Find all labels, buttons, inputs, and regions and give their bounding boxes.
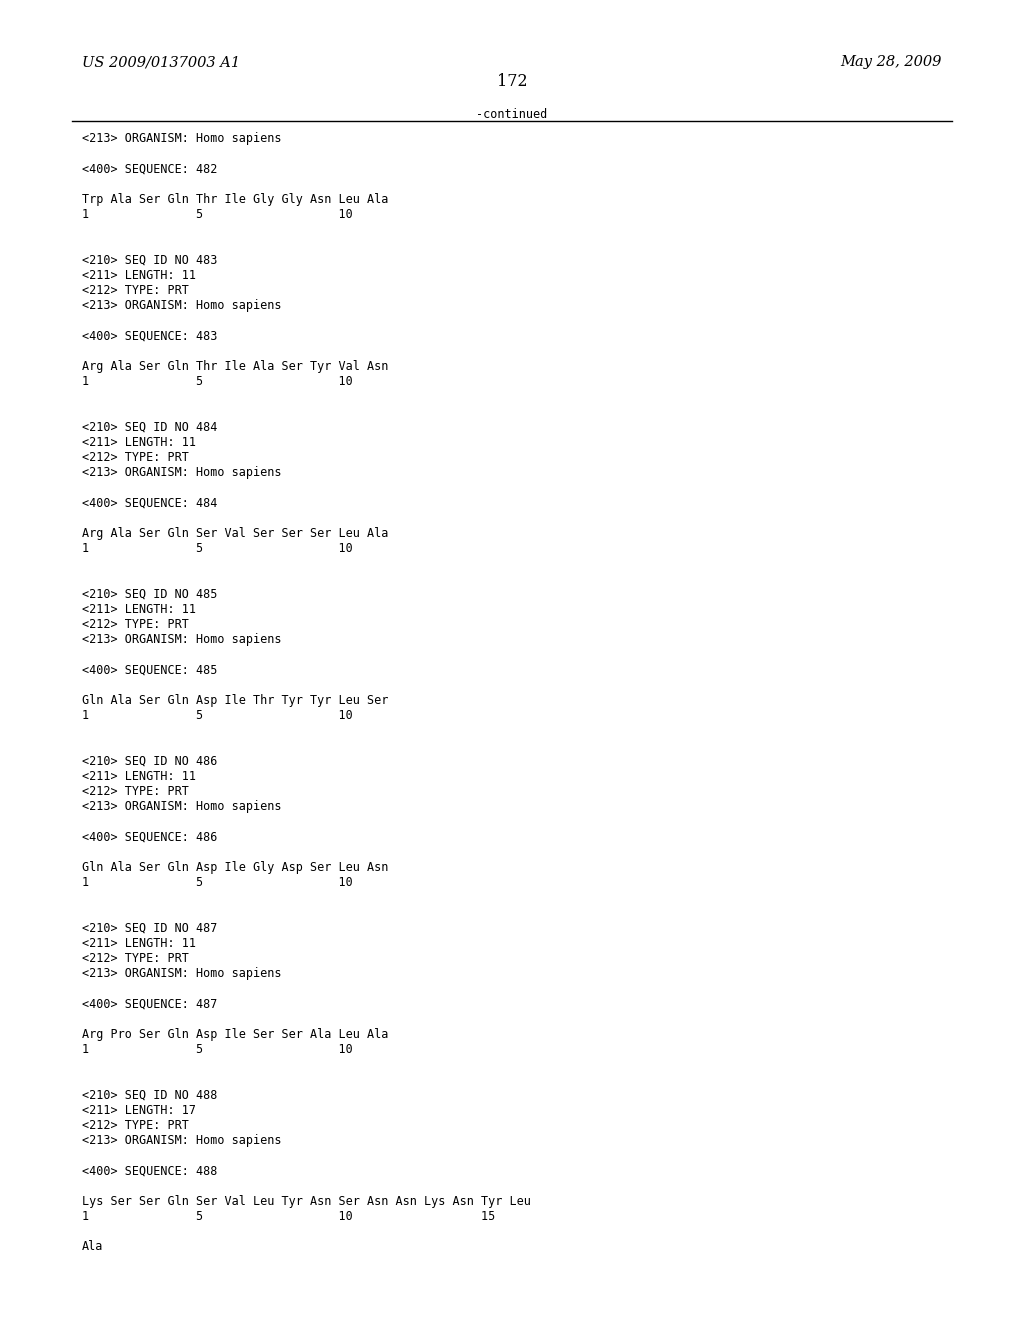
Text: 1               5                   10: 1 5 10 bbox=[82, 709, 352, 722]
Text: Arg Ala Ser Gln Thr Ile Ala Ser Tyr Val Asn: Arg Ala Ser Gln Thr Ile Ala Ser Tyr Val … bbox=[82, 359, 388, 372]
Text: <400> SEQUENCE: 486: <400> SEQUENCE: 486 bbox=[82, 830, 217, 843]
Text: 1               5                   10: 1 5 10 bbox=[82, 1043, 352, 1056]
Text: <210> SEQ ID NO 484: <210> SEQ ID NO 484 bbox=[82, 420, 217, 433]
Text: <212> TYPE: PRT: <212> TYPE: PRT bbox=[82, 450, 188, 463]
Text: 1               5                   10                  15: 1 5 10 15 bbox=[82, 1209, 496, 1222]
Text: May 28, 2009: May 28, 2009 bbox=[841, 55, 942, 70]
Text: <211> LENGTH: 17: <211> LENGTH: 17 bbox=[82, 1104, 196, 1117]
Text: US 2009/0137003 A1: US 2009/0137003 A1 bbox=[82, 55, 240, 70]
Text: <400> SEQUENCE: 487: <400> SEQUENCE: 487 bbox=[82, 998, 217, 1010]
Text: <212> TYPE: PRT: <212> TYPE: PRT bbox=[82, 952, 188, 965]
Text: <210> SEQ ID NO 485: <210> SEQ ID NO 485 bbox=[82, 587, 217, 601]
Text: <213> ORGANISM: Homo sapiens: <213> ORGANISM: Homo sapiens bbox=[82, 634, 282, 645]
Text: 1               5                   10: 1 5 10 bbox=[82, 876, 352, 888]
Text: 172: 172 bbox=[497, 73, 527, 90]
Text: <212> TYPE: PRT: <212> TYPE: PRT bbox=[82, 284, 188, 297]
Text: Gln Ala Ser Gln Asp Ile Gly Asp Ser Leu Asn: Gln Ala Ser Gln Asp Ile Gly Asp Ser Leu … bbox=[82, 861, 388, 874]
Text: <213> ORGANISM: Homo sapiens: <213> ORGANISM: Homo sapiens bbox=[82, 298, 282, 312]
Text: Lys Ser Ser Gln Ser Val Leu Tyr Asn Ser Asn Asn Lys Asn Tyr Leu: Lys Ser Ser Gln Ser Val Leu Tyr Asn Ser … bbox=[82, 1195, 530, 1208]
Text: Arg Pro Ser Gln Asp Ile Ser Ser Ala Leu Ala: Arg Pro Ser Gln Asp Ile Ser Ser Ala Leu … bbox=[82, 1027, 388, 1040]
Text: Trp Ala Ser Gln Thr Ile Gly Gly Asn Leu Ala: Trp Ala Ser Gln Thr Ile Gly Gly Asn Leu … bbox=[82, 193, 388, 206]
Text: <213> ORGANISM: Homo sapiens: <213> ORGANISM: Homo sapiens bbox=[82, 800, 282, 813]
Text: <213> ORGANISM: Homo sapiens: <213> ORGANISM: Homo sapiens bbox=[82, 132, 282, 145]
Text: -continued: -continued bbox=[476, 108, 548, 121]
Text: 1               5                   10: 1 5 10 bbox=[82, 375, 352, 388]
Text: <212> TYPE: PRT: <212> TYPE: PRT bbox=[82, 1118, 188, 1131]
Text: <211> LENGTH: 11: <211> LENGTH: 11 bbox=[82, 602, 196, 615]
Text: <211> LENGTH: 11: <211> LENGTH: 11 bbox=[82, 770, 196, 783]
Text: <210> SEQ ID NO 487: <210> SEQ ID NO 487 bbox=[82, 921, 217, 935]
Text: <210> SEQ ID NO 488: <210> SEQ ID NO 488 bbox=[82, 1088, 217, 1101]
Text: <210> SEQ ID NO 486: <210> SEQ ID NO 486 bbox=[82, 754, 217, 767]
Text: <400> SEQUENCE: 484: <400> SEQUENCE: 484 bbox=[82, 496, 217, 510]
Text: <212> TYPE: PRT: <212> TYPE: PRT bbox=[82, 784, 188, 797]
Text: <211> LENGTH: 11: <211> LENGTH: 11 bbox=[82, 937, 196, 949]
Text: <210> SEQ ID NO 483: <210> SEQ ID NO 483 bbox=[82, 253, 217, 267]
Text: 1               5                   10: 1 5 10 bbox=[82, 541, 352, 554]
Text: Arg Ala Ser Gln Ser Val Ser Ser Ser Leu Ala: Arg Ala Ser Gln Ser Val Ser Ser Ser Leu … bbox=[82, 527, 388, 540]
Text: <400> SEQUENCE: 485: <400> SEQUENCE: 485 bbox=[82, 663, 217, 676]
Text: <400> SEQUENCE: 488: <400> SEQUENCE: 488 bbox=[82, 1164, 217, 1177]
Text: <213> ORGANISM: Homo sapiens: <213> ORGANISM: Homo sapiens bbox=[82, 466, 282, 479]
Text: Gln Ala Ser Gln Asp Ile Thr Tyr Tyr Leu Ser: Gln Ala Ser Gln Asp Ile Thr Tyr Tyr Leu … bbox=[82, 694, 388, 706]
Text: <211> LENGTH: 11: <211> LENGTH: 11 bbox=[82, 269, 196, 281]
Text: Ala: Ala bbox=[82, 1241, 103, 1253]
Text: <400> SEQUENCE: 483: <400> SEQUENCE: 483 bbox=[82, 329, 217, 342]
Text: <211> LENGTH: 11: <211> LENGTH: 11 bbox=[82, 436, 196, 449]
Text: <400> SEQUENCE: 482: <400> SEQUENCE: 482 bbox=[82, 162, 217, 176]
Text: <213> ORGANISM: Homo sapiens: <213> ORGANISM: Homo sapiens bbox=[82, 966, 282, 979]
Text: 1               5                   10: 1 5 10 bbox=[82, 207, 352, 220]
Text: <212> TYPE: PRT: <212> TYPE: PRT bbox=[82, 618, 188, 631]
Text: <213> ORGANISM: Homo sapiens: <213> ORGANISM: Homo sapiens bbox=[82, 1134, 282, 1147]
